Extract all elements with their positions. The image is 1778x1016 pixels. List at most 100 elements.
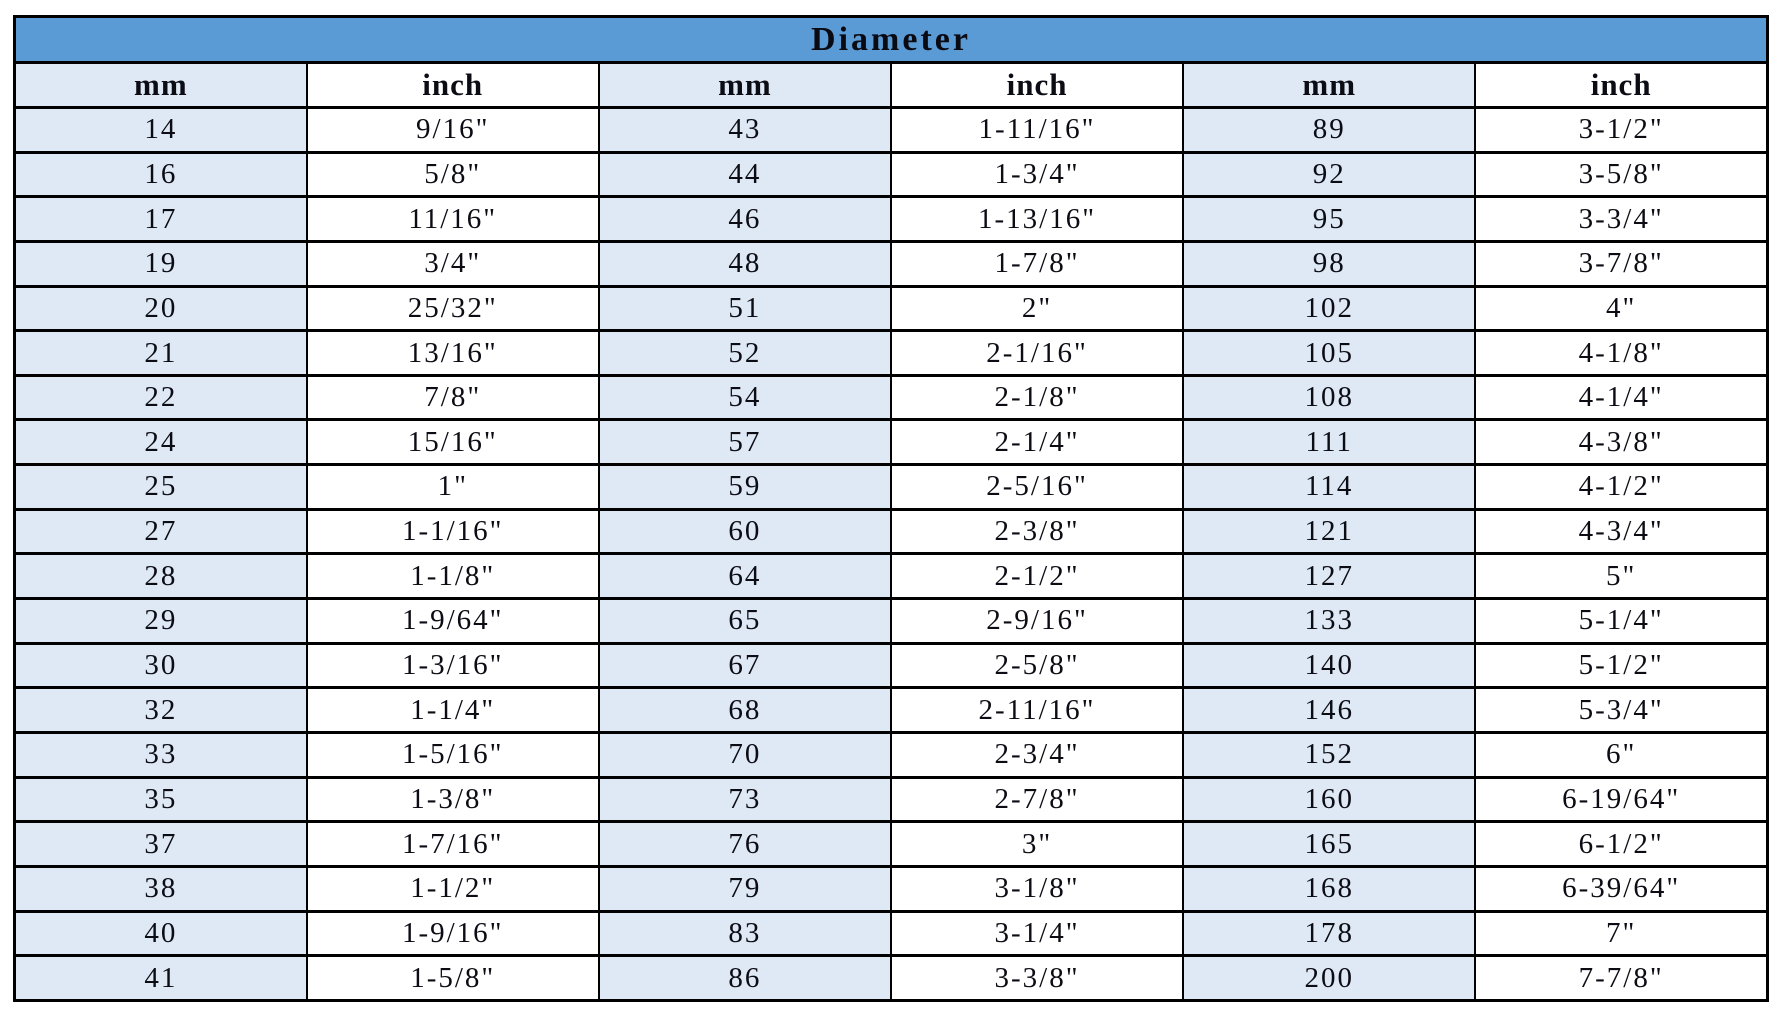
inch-value-cell: 1-5/16" — [305, 730, 600, 779]
mm-value-cell: 57 — [597, 418, 892, 467]
mm-value-cell: 27 — [13, 507, 308, 556]
mm-value-cell: 22 — [13, 373, 308, 422]
mm-value-cell: 60 — [597, 507, 892, 556]
inch-value-cell: 11/16" — [305, 195, 600, 243]
mm-value-cell: 41 — [13, 954, 308, 1002]
mm-value-cell: 25 — [13, 463, 308, 511]
table-row: 14 9/16" 43 1-11/16" 89 3-1/2" — [13, 106, 1769, 154]
mm-value-cell: 48 — [597, 239, 892, 288]
table-row: 17 11/16" 46 1-13/16" 95 3-3/4" — [13, 195, 1769, 243]
inch-value-cell: 1-3/8" — [305, 775, 600, 824]
inch-value-cell: 4-1/2" — [1474, 463, 1769, 511]
inch-value-cell: 1-1/16" — [305, 507, 600, 556]
inch-value-cell: 6-19/64" — [1474, 775, 1769, 824]
mm-value-cell: 165 — [1182, 820, 1477, 868]
table-row: 25 1" 59 2-5/16" 114 4-1/2" — [13, 463, 1769, 511]
mm-value-cell: 133 — [1182, 597, 1477, 645]
mm-value-cell: 38 — [13, 864, 308, 913]
mm-value-cell: 67 — [597, 641, 892, 690]
table-row: 21 13/16" 52 2-1/16" 105 4-1/8" — [13, 329, 1769, 377]
inch-value-cell: 6-39/64" — [1474, 864, 1769, 913]
table-row: 41 1-5/8" 86 3-3/8" 200 7-7/8" — [13, 954, 1769, 1002]
mm-value-cell: 140 — [1182, 641, 1477, 690]
mm-value-cell: 43 — [597, 106, 892, 154]
column-header-inch: inch — [889, 61, 1185, 109]
inch-value-cell: 3-3/4" — [1474, 195, 1769, 243]
mm-value-cell: 33 — [13, 730, 308, 779]
mm-value-cell: 54 — [597, 373, 892, 422]
mm-value-cell: 16 — [13, 150, 308, 199]
column-header-mm: mm — [13, 61, 308, 109]
table-title: Diameter — [13, 15, 1769, 64]
inch-value-cell: 25/32" — [305, 284, 600, 333]
mm-value-cell: 20 — [13, 284, 308, 333]
mm-value-cell: 44 — [597, 150, 892, 199]
inch-value-cell: 1-5/8" — [305, 954, 600, 1002]
column-header-inch: inch — [305, 61, 600, 109]
table-row: 22 7/8" 54 2-1/8" 108 4-1/4" — [13, 373, 1769, 422]
inch-value-cell: 9/16" — [305, 106, 600, 154]
table-row: 20 25/32" 51 2" 102 4" — [13, 284, 1769, 333]
mm-value-cell: 102 — [1182, 284, 1477, 333]
table-row: 33 1-5/16" 70 2-3/4" 152 6" — [13, 730, 1769, 779]
mm-value-cell: 46 — [597, 195, 892, 243]
mm-value-cell: 64 — [597, 552, 892, 601]
inch-value-cell: 7/8" — [305, 373, 600, 422]
inch-value-cell: 7" — [1474, 909, 1769, 958]
mm-value-cell: 146 — [1182, 686, 1477, 734]
mm-value-cell: 98 — [1182, 239, 1477, 288]
inch-value-cell: 6-1/2" — [1474, 820, 1769, 868]
inch-value-cell: 3-3/8" — [889, 954, 1185, 1002]
inch-value-cell: 2-7/8" — [889, 775, 1185, 824]
inch-value-cell: 2-1/16" — [889, 329, 1185, 377]
inch-value-cell: 4-1/8" — [1474, 329, 1769, 377]
table-row: 27 1-1/16" 60 2-3/8" 121 4-3/4" — [13, 507, 1769, 556]
inch-value-cell: 1-3/16" — [305, 641, 600, 690]
inch-value-cell: 2-1/4" — [889, 418, 1185, 467]
table-row: 16 5/8" 44 1-3/4" 92 3-5/8" — [13, 150, 1769, 199]
table-row: 37 1-7/16" 76 3" 165 6-1/2" — [13, 820, 1769, 868]
column-header-mm: mm — [597, 61, 892, 109]
inch-value-cell: 5-1/4" — [1474, 597, 1769, 645]
inch-value-cell: 1-13/16" — [889, 195, 1185, 243]
inch-value-cell: 4" — [1474, 284, 1769, 333]
inch-value-cell: 3-5/8" — [1474, 150, 1769, 199]
inch-value-cell: 1-1/2" — [305, 864, 600, 913]
mm-value-cell: 28 — [13, 552, 308, 601]
inch-value-cell: 1-11/16" — [889, 106, 1185, 154]
table-row: 28 1-1/8" 64 2-1/2" 127 5" — [13, 552, 1769, 601]
inch-value-cell: 13/16" — [305, 329, 600, 377]
mm-value-cell: 114 — [1182, 463, 1477, 511]
inch-value-cell: 3-1/8" — [889, 864, 1185, 913]
mm-value-cell: 79 — [597, 864, 892, 913]
mm-value-cell: 68 — [597, 686, 892, 734]
mm-value-cell: 32 — [13, 686, 308, 734]
inch-value-cell: 2-1/2" — [889, 552, 1185, 601]
inch-value-cell: 2-9/16" — [889, 597, 1185, 645]
mm-value-cell: 111 — [1182, 418, 1477, 467]
table-row: 19 3/4" 48 1-7/8" 98 3-7/8" — [13, 239, 1769, 288]
column-header-mm: mm — [1182, 61, 1477, 109]
table-row: 24 15/16" 57 2-1/4" 111 4-3/8" — [13, 418, 1769, 467]
mm-value-cell: 65 — [597, 597, 892, 645]
mm-value-cell: 168 — [1182, 864, 1477, 913]
inch-value-cell: 2-11/16" — [889, 686, 1185, 734]
inch-value-cell: 2-3/8" — [889, 507, 1185, 556]
mm-value-cell: 178 — [1182, 909, 1477, 958]
mm-value-cell: 14 — [13, 106, 308, 154]
mm-value-cell: 52 — [597, 329, 892, 377]
inch-value-cell: 2-3/4" — [889, 730, 1185, 779]
mm-value-cell: 127 — [1182, 552, 1477, 601]
inch-value-cell: 3" — [889, 820, 1185, 868]
table-row: 40 1-9/16" 83 3-1/4" 178 7" — [13, 909, 1769, 958]
inch-value-cell: 3-1/2" — [1474, 106, 1769, 154]
inch-value-cell: 2" — [889, 284, 1185, 333]
mm-value-cell: 35 — [13, 775, 308, 824]
mm-value-cell: 200 — [1182, 954, 1477, 1002]
mm-value-cell: 30 — [13, 641, 308, 690]
mm-value-cell: 37 — [13, 820, 308, 868]
mm-value-cell: 160 — [1182, 775, 1477, 824]
mm-value-cell: 70 — [597, 730, 892, 779]
mm-value-cell: 29 — [13, 597, 308, 645]
inch-value-cell: 5-3/4" — [1474, 686, 1769, 734]
